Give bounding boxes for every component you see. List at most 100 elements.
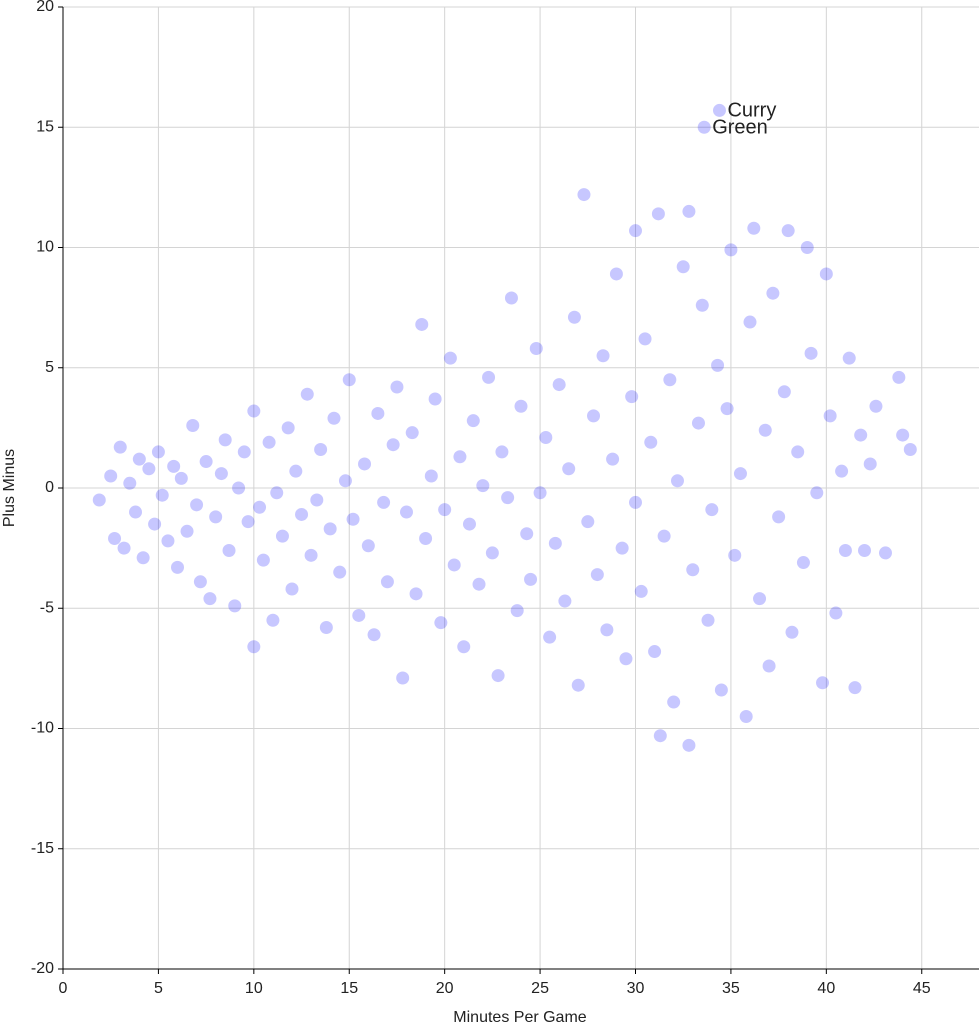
point [504,291,518,305]
point [781,224,795,238]
point [214,467,228,481]
point [346,512,360,526]
point [878,546,892,560]
point [854,428,868,442]
point [193,575,207,589]
x-tick-label: 40 [817,980,835,997]
point [712,103,726,117]
point [539,430,553,444]
point [651,207,665,221]
point [615,541,629,555]
point [228,599,242,613]
point [663,373,677,387]
y-tick-label: -15 [31,840,54,857]
point [237,445,251,459]
point [562,462,576,476]
point [304,548,318,562]
x-tick-label: 5 [154,980,163,997]
point [266,613,280,627]
point [529,342,543,356]
point [629,495,642,509]
point [869,399,883,413]
point [247,640,261,654]
point [232,481,246,495]
x-tick-label: 10 [245,980,263,997]
point [501,491,515,505]
point [638,332,652,346]
point [714,683,728,697]
point [619,652,633,666]
point [386,438,400,452]
point [829,606,843,620]
point [457,640,471,654]
point [495,445,509,459]
point [256,553,270,567]
point [310,493,324,507]
point [319,620,333,634]
point [405,426,419,440]
point [634,584,648,598]
point [629,224,642,238]
point [819,267,833,281]
point [676,260,690,274]
point [171,560,184,574]
point [543,630,557,644]
point [241,515,255,529]
point [415,317,429,331]
point [409,587,423,601]
point [896,428,910,442]
point [648,645,662,659]
x-tick-label: 25 [531,980,549,997]
point [892,370,906,384]
y-tick-label: -10 [31,720,54,737]
point [281,421,295,435]
point [371,406,385,420]
point [148,517,162,531]
point [142,462,156,476]
point [823,409,837,423]
point [552,378,566,392]
point [428,392,442,406]
point [772,510,786,524]
point [275,529,289,543]
point [590,568,604,582]
point [333,565,347,579]
point [520,527,534,541]
point [701,613,715,627]
x-tick-label: 0 [59,980,68,997]
point [247,404,261,418]
point [270,486,284,500]
point [644,435,658,449]
point [104,469,118,483]
point [810,486,824,500]
point [338,474,352,488]
point [209,510,223,524]
point [596,349,610,363]
point [199,455,213,469]
point [186,418,200,432]
annotation: Curry [727,100,776,122]
point [705,503,719,517]
point [482,370,496,384]
point [571,678,585,692]
point [424,469,438,483]
point [577,188,591,202]
point [476,479,490,493]
point [377,495,391,509]
point [295,507,309,521]
point [167,459,181,473]
x-tick-label: 30 [627,980,645,997]
point [136,551,150,565]
point [285,582,299,596]
point [800,241,814,254]
point [151,445,165,459]
point [747,221,761,235]
point [766,286,780,300]
point [434,616,448,630]
point [777,385,791,399]
point [691,416,705,430]
x-axis-label: Minutes Per Game [453,1009,586,1026]
point [606,452,620,466]
point [686,563,700,577]
point [203,592,217,606]
